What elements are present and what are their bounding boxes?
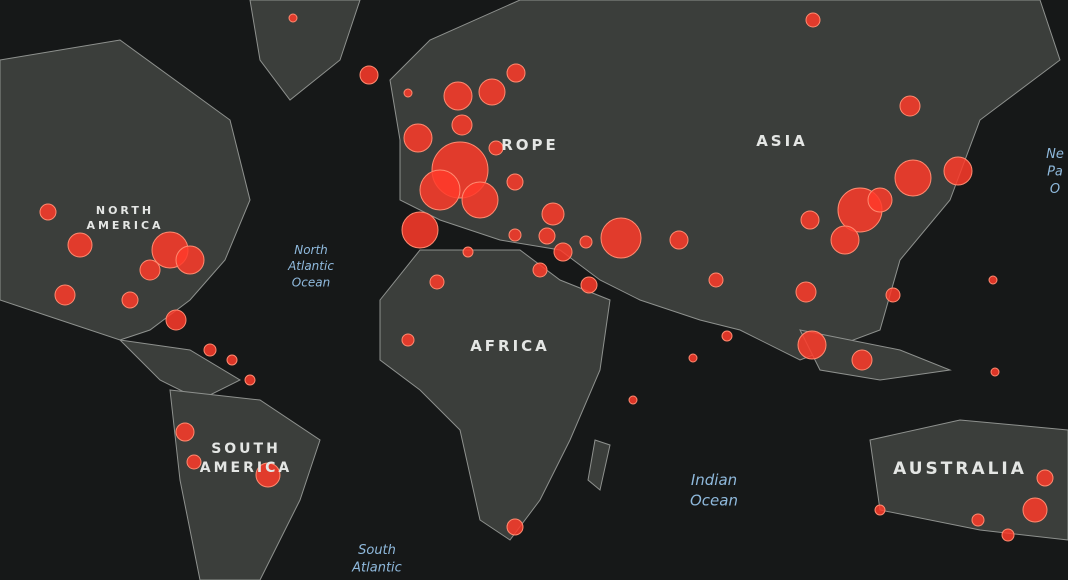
continent-label: ROPE	[501, 136, 559, 154]
case-bubble	[874, 504, 886, 516]
case-bubble	[899, 95, 921, 117]
case-bubble	[175, 245, 205, 275]
continent-label: SOUTH	[211, 441, 281, 457]
south-america	[169, 389, 321, 580]
map-labels: NORTH AMERICA ROPE ASIA AFRICA SOUTH AMERICA AU…	[86, 132, 1063, 576]
ocean-label: South	[358, 543, 396, 558]
central-america	[118, 339, 242, 401]
case-bubble	[121, 291, 139, 309]
continent-label: AFRICA	[470, 337, 550, 355]
case-bubble	[988, 275, 998, 285]
case-bubble	[1036, 469, 1054, 487]
case-bubble	[538, 227, 556, 245]
case-bubble	[401, 333, 415, 347]
case-bubble	[175, 422, 195, 442]
case-bubble	[990, 367, 1000, 377]
case-bubble	[580, 276, 598, 294]
continent-label: ASIA	[756, 132, 808, 150]
case-bubble	[359, 65, 379, 85]
continent-label: NORTH	[96, 204, 154, 217]
greenland	[249, 0, 361, 101]
continent-label: AMERICA	[86, 219, 163, 232]
case-bubble	[867, 187, 893, 213]
continent-label: AUSTRALIA	[893, 459, 1027, 479]
case-bubble	[795, 281, 817, 303]
case-bubble	[165, 309, 187, 331]
case-bubble	[851, 349, 873, 371]
eurasia	[389, 0, 1061, 361]
case-bubble	[506, 63, 526, 83]
case-bubble	[508, 228, 522, 242]
ocean-label: North	[294, 243, 328, 257]
ocean-label: O	[1050, 182, 1060, 197]
case-bubble	[203, 343, 217, 357]
case-bubbles	[39, 12, 1054, 542]
madagascar	[587, 439, 611, 491]
southeast-asia-islands	[799, 329, 952, 381]
case-bubble	[39, 203, 57, 221]
case-bubble	[226, 354, 238, 366]
case-bubble	[800, 210, 820, 230]
case-bubble	[1001, 528, 1015, 542]
case-bubble	[186, 454, 202, 470]
ocean-label: Ocean	[690, 491, 738, 509]
case-bubble	[403, 88, 413, 98]
case-bubble	[885, 287, 901, 303]
case-bubble	[532, 262, 548, 278]
case-bubble	[255, 462, 281, 488]
case-bubble	[708, 272, 724, 288]
case-bubble	[461, 181, 499, 219]
case-bubble	[797, 330, 827, 360]
case-bubble	[669, 230, 689, 250]
case-bubble	[1022, 497, 1048, 523]
case-bubble	[244, 374, 256, 386]
africa	[379, 249, 611, 541]
case-bubble	[506, 518, 524, 536]
case-bubble	[401, 211, 439, 249]
case-bubble	[600, 217, 642, 259]
case-bubble	[419, 169, 461, 211]
case-bubble	[429, 274, 445, 290]
case-bubble	[971, 513, 985, 527]
case-bubble	[579, 235, 593, 249]
case-bubble	[541, 202, 565, 226]
case-bubble	[628, 395, 638, 405]
case-bubble	[721, 330, 733, 342]
case-bubble	[288, 13, 298, 23]
case-bubble	[462, 246, 474, 258]
case-bubble	[403, 123, 433, 153]
ocean-label: Indian	[691, 471, 737, 489]
case-bubble	[443, 81, 473, 111]
case-bubble	[54, 284, 76, 306]
ocean-label: Atlantic	[351, 561, 402, 576]
case-bubble	[506, 173, 524, 191]
case-bubble	[830, 225, 860, 255]
case-bubble	[943, 156, 973, 186]
ocean-label: Ocean	[292, 275, 330, 289]
case-bubble	[894, 159, 932, 197]
continent-label: AMERICA	[200, 460, 292, 476]
ocean-label: Ne	[1046, 147, 1064, 162]
case-bubble	[139, 259, 161, 281]
ocean-label: Pa	[1047, 165, 1063, 180]
case-bubble	[805, 12, 821, 28]
case-bubble	[553, 242, 573, 262]
case-bubble	[488, 140, 504, 156]
ocean-label: Atlantic	[287, 259, 334, 273]
case-bubble	[478, 78, 506, 106]
case-bubble	[451, 114, 473, 136]
case-bubble	[688, 353, 698, 363]
case-bubble	[67, 232, 93, 258]
